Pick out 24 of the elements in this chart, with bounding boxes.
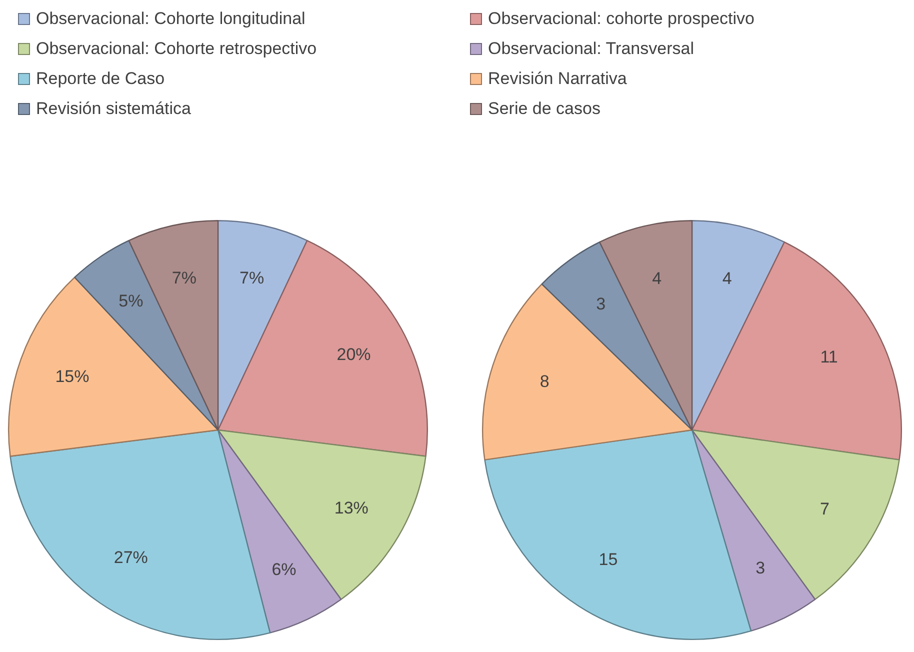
legend-label: Revisión Narrativa bbox=[488, 69, 627, 89]
data-label: 20% bbox=[336, 345, 371, 364]
data-label: 3 bbox=[756, 558, 766, 578]
data-label: 13% bbox=[334, 498, 368, 518]
legend-label: Observacional: Cohorte longitudinal bbox=[36, 9, 306, 29]
data-label: 15% bbox=[55, 367, 90, 386]
data-label: 6% bbox=[272, 560, 296, 579]
legend-label: Reporte de Caso bbox=[36, 69, 165, 89]
legend-label: Observacional: Transversal bbox=[488, 39, 694, 59]
legend-label: Observacional: Cohorte retrospectivo bbox=[36, 39, 317, 59]
legend-label: Observacional: cohorte prospectivo bbox=[488, 9, 754, 29]
legend-label: Revisión sistemática bbox=[36, 99, 191, 119]
data-label: 15 bbox=[598, 550, 618, 570]
data-label: 7% bbox=[172, 268, 196, 288]
data-label: 4 bbox=[652, 268, 662, 288]
data-label: 7 bbox=[820, 500, 830, 519]
data-label: 27% bbox=[114, 548, 148, 567]
legend-label: Serie de casos bbox=[488, 99, 600, 119]
data-label: 4 bbox=[722, 268, 732, 288]
data-label: 8 bbox=[540, 372, 550, 391]
data-label: 5% bbox=[118, 292, 144, 311]
data-label: 7% bbox=[240, 268, 264, 288]
data-label: 11 bbox=[820, 347, 838, 366]
data-label: 3 bbox=[596, 294, 606, 314]
